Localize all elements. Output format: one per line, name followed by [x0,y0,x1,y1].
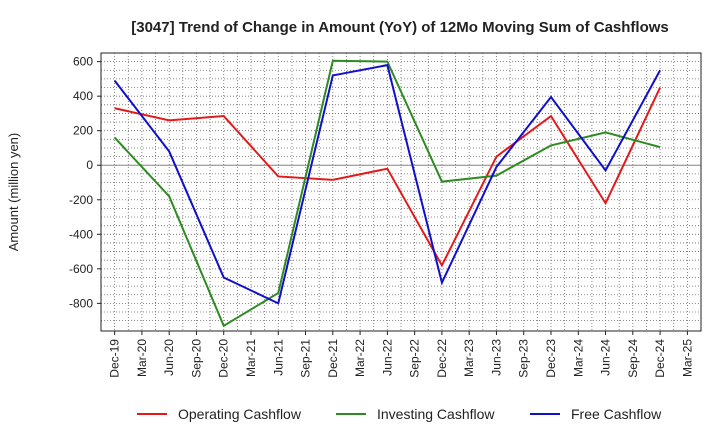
x-tick-label: Jun-21 [271,339,285,376]
x-tick-label: Sep-21 [299,339,313,378]
y-tick-label: 0 [86,158,93,172]
x-axis-ticks: Dec-19 Mar-20 Jun-20 Sep-20 Dec-20 Mar-21 Jun-… [108,331,694,378]
x-tick-label: Mar-22 [353,339,367,377]
x-tick-label: Mar-25 [680,339,694,377]
x-tick-label: Dec-20 [217,339,231,378]
x-tick-label: Dec-24 [653,339,667,378]
series-lines [113,59,661,328]
x-tick-label: Mar-24 [571,339,585,377]
legend-label-free-cashflow: Free Cashflow [571,406,662,422]
y-tick-label: 400 [73,89,93,103]
x-tick-label: Sep-20 [189,339,203,378]
x-tick-label: Sep-23 [517,339,531,378]
y-tick-label: -400 [69,227,93,241]
x-tick-label: Mar-21 [244,339,258,377]
x-tick-label: Dec-19 [108,339,122,378]
y-tick-label: -600 [69,262,93,276]
y-axis-label: Amount (million yen) [6,133,21,252]
x-tick-label: Jun-24 [599,339,613,376]
grid [101,53,701,331]
x-tick-label: Dec-21 [326,339,340,378]
y-tick-label: 200 [73,124,93,138]
x-tick-label: Mar-20 [135,339,149,377]
x-tick-label: Dec-23 [544,339,558,378]
series-line-investing-cashflow [113,59,661,328]
x-tick-label: Jun-20 [162,339,176,376]
series-line-operating-cashflow [114,87,661,268]
x-tick-label: Sep-22 [408,339,422,378]
y-tick-label: -200 [69,193,93,207]
plot-frame [100,52,702,332]
x-tick-label: Sep-24 [626,339,640,378]
legend: Operating Cashflow Investing Cashflow Free… [137,406,662,422]
y-tick-label: -800 [69,296,93,310]
x-tick-label: Mar-23 [462,339,476,377]
series-line-free-cashflow [113,63,661,305]
chart-title: [3047] Trend of Change in Amount (YoY) o… [131,19,669,36]
x-tick-label: Dec-22 [435,339,449,378]
legend-label-operating-cashflow: Operating Cashflow [178,406,302,422]
legend-label-investing-cashflow: Investing Cashflow [377,406,495,422]
x-tick-label: Jun-23 [489,339,503,376]
y-tick-label: 600 [73,55,93,69]
y-axis-ticks: 600 400 200 0 -200 -400 -600 -800 [69,55,101,310]
x-tick-label: Jun-22 [380,339,394,376]
